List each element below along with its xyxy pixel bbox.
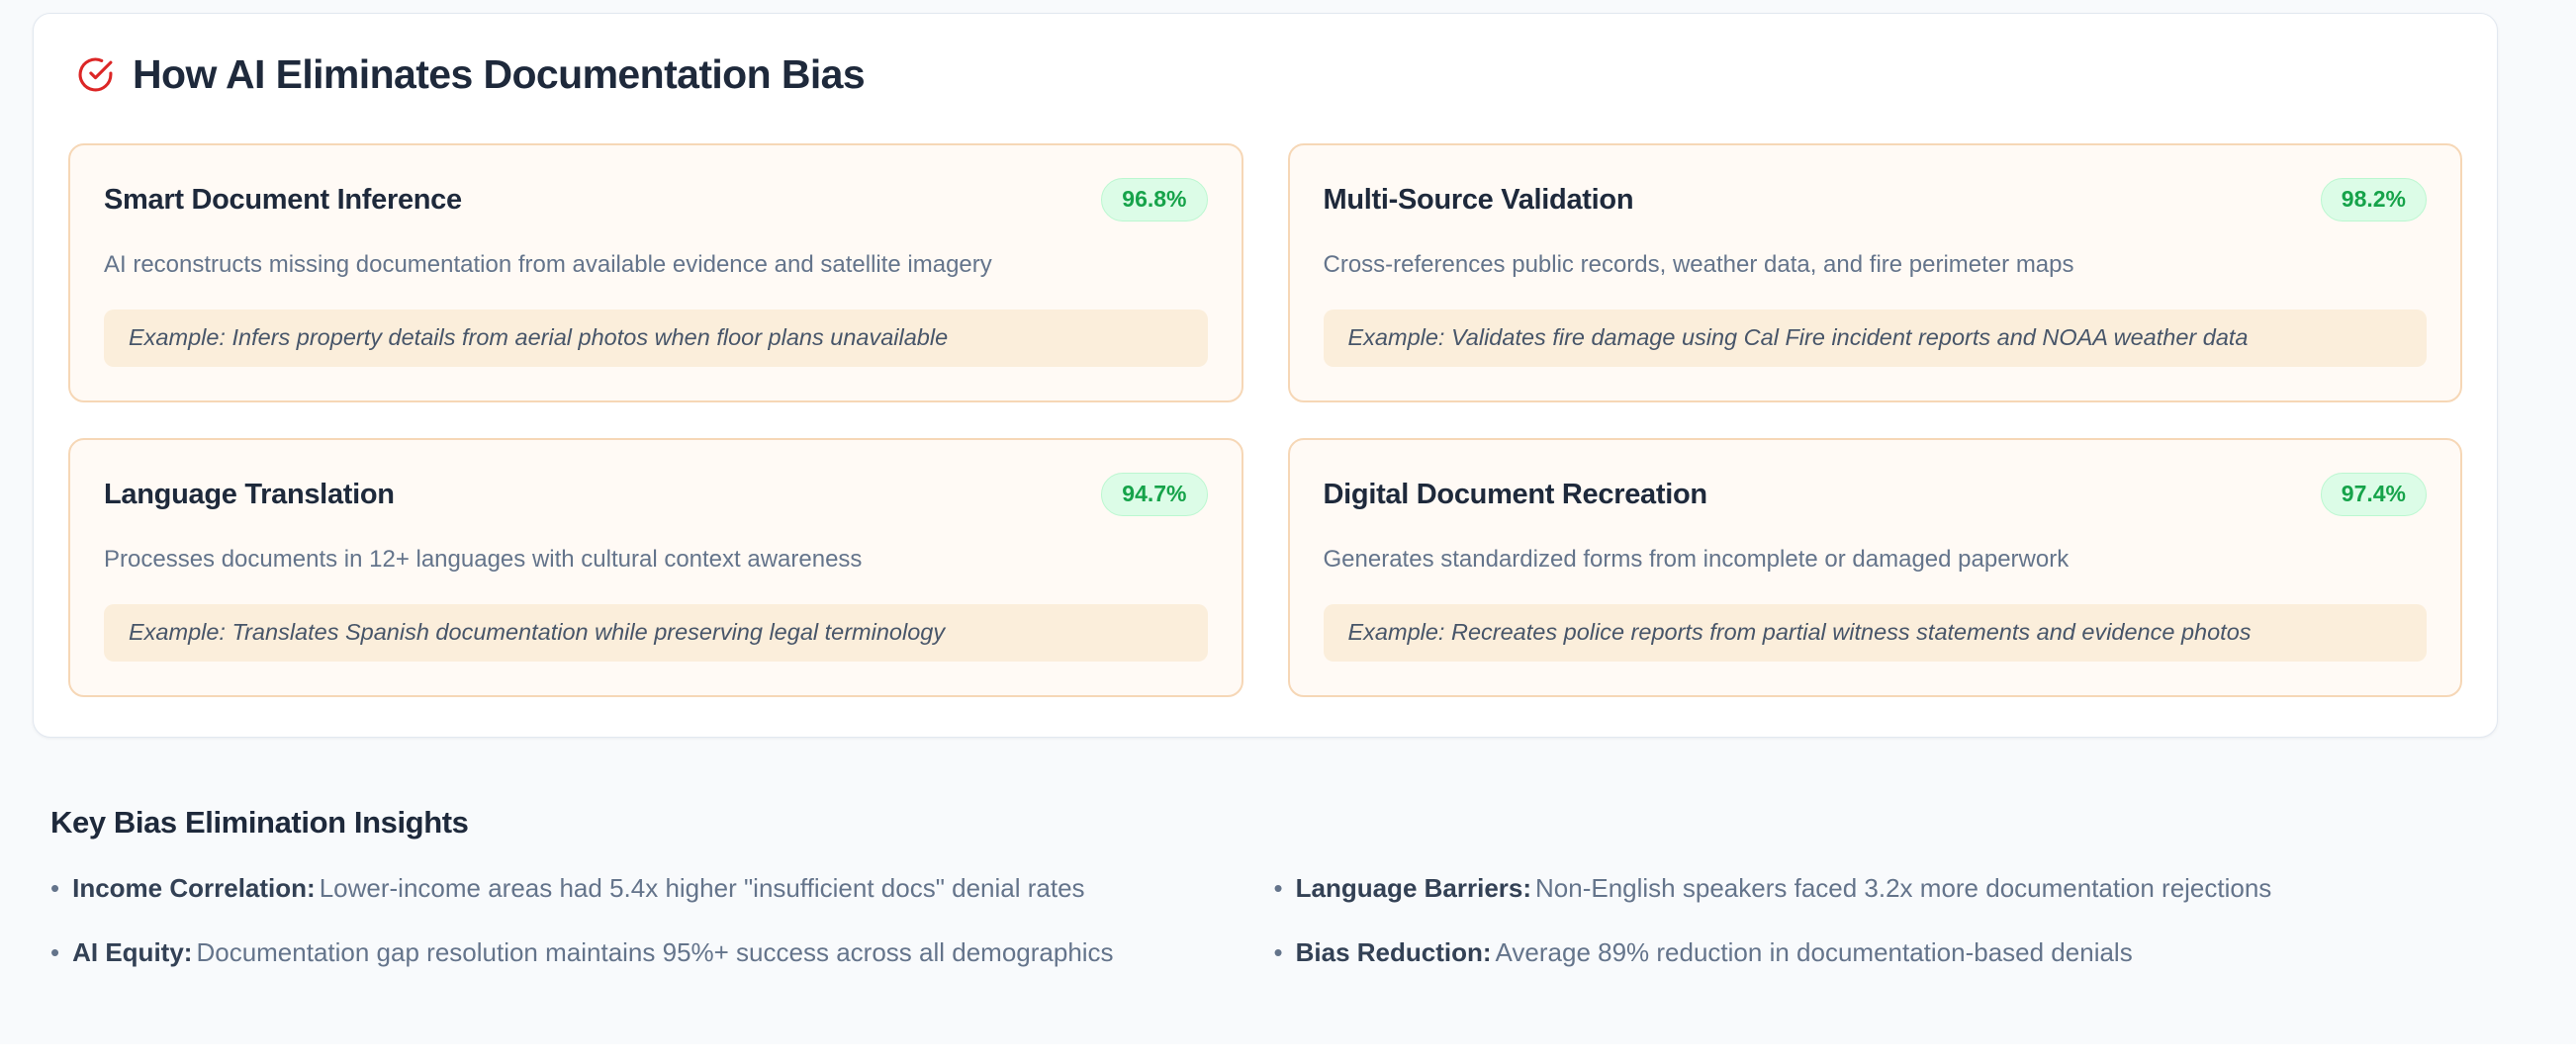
insight-text: AI Equity: Documentation gap resolution m… (72, 937, 1113, 968)
panel-title: How AI Eliminates Documentation Bias (133, 51, 866, 97)
bullet-icon: • (50, 873, 60, 903)
capability-description: Processes documents in 12+ languages wit… (104, 546, 863, 573)
documentation-bias-panel: How AI Eliminates Documentation Bias Sma… (33, 13, 2498, 738)
capability-description: AI reconstructs missing documentation fr… (104, 251, 992, 278)
accuracy-badge: 97.4% (2320, 473, 2427, 516)
bottom-strip (0, 1044, 2576, 1064)
capability-example: Example: Infers property details from ae… (104, 310, 1208, 367)
capability-grid: Smart Document Inference 96.8% AI recons… (68, 143, 2462, 697)
capability-description: Generates standardized forms from incomp… (1323, 546, 2070, 573)
capability-title: Multi-Source Validation (1323, 183, 1634, 216)
insight-text: Bias Reduction: Average 89% reduction in … (1296, 937, 2133, 968)
insight-item-bias-reduction: • Bias Reduction: Average 89% reduction i… (1274, 937, 2498, 968)
bullet-icon: • (50, 937, 60, 967)
insight-item-income-correlation: • Income Correlation: Lower-income areas … (50, 873, 1274, 904)
insights-grid: • Income Correlation: Lower-income areas … (50, 873, 2497, 968)
capability-card-header: Multi-Source Validation 98.2% (1323, 178, 2427, 222)
insights-title: Key Bias Elimination Insights (50, 805, 469, 840)
accuracy-badge: 96.8% (1101, 178, 1208, 222)
insight-value: Average 89% reduction in documentation-b… (1495, 937, 2133, 967)
key-insights-section: Key Bias Elimination Insights • Income C… (50, 805, 2497, 968)
capability-card-header: Smart Document Inference 96.8% (104, 178, 1208, 222)
check-circle-icon (77, 56, 114, 93)
capability-card-multi-source-validation: Multi-Source Validation 98.2% Cross-refe… (1287, 143, 2462, 402)
insight-text: Income Correlation: Lower-income areas ha… (72, 873, 1084, 904)
insight-label: Bias Reduction: (1295, 937, 1492, 967)
panel-header: How AI Eliminates Documentation Bias (77, 51, 2462, 98)
capability-title: Digital Document Recreation (1323, 478, 1708, 510)
capability-description: Cross-references public records, weather… (1323, 251, 2074, 278)
bullet-icon: • (1273, 873, 1283, 903)
insight-value: Documentation gap resolution maintains 9… (196, 937, 1114, 967)
capability-card-digital-document-recreation: Digital Document Recreation 97.4% Genera… (1287, 438, 2462, 697)
accuracy-badge: 98.2% (2320, 178, 2427, 222)
insight-item-language-barriers: • Language Barriers: Non-English speakers… (1274, 873, 2498, 904)
capability-example: Example: Translates Spanish documentatio… (104, 604, 1208, 662)
capability-example: Example: Recreates police reports from p… (1323, 604, 2427, 662)
capability-title: Language Translation (104, 478, 395, 510)
capability-title: Smart Document Inference (104, 183, 462, 216)
insight-label: AI Equity: (72, 937, 193, 967)
insight-text: Language Barriers: Non-English speakers f… (1296, 873, 2272, 904)
insight-value: Non-English speakers faced 3.2x more doc… (1535, 873, 2272, 903)
capability-card-header: Digital Document Recreation 97.4% (1323, 473, 2427, 516)
insight-value: Lower-income areas had 5.4x higher "insu… (319, 873, 1085, 903)
accuracy-badge: 94.7% (1101, 473, 1208, 516)
bullet-icon: • (1273, 937, 1283, 967)
insight-label: Language Barriers: (1295, 873, 1532, 903)
capability-card-language-translation: Language Translation 94.7% Processes doc… (68, 438, 1243, 697)
capability-card-header: Language Translation 94.7% (104, 473, 1208, 516)
insight-item-ai-equity: • AI Equity: Documentation gap resolution… (50, 937, 1274, 968)
capability-card-smart-document-inference: Smart Document Inference 96.8% AI recons… (68, 143, 1243, 402)
capability-example: Example: Validates fire damage using Cal… (1323, 310, 2427, 367)
insight-label: Income Correlation: (72, 873, 316, 903)
